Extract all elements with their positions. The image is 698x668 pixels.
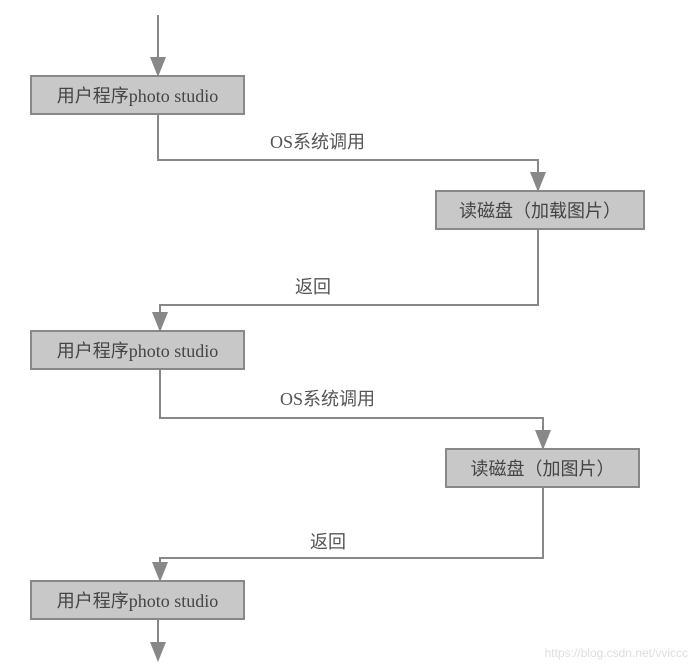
edge-label: 返回	[295, 273, 331, 299]
flowchart-node: 用户程序photo studio	[30, 75, 245, 115]
node-label: 读磁盘（加载图片）	[459, 197, 621, 223]
watermark-label: https://blog.csdn.net/vviccc	[545, 646, 688, 660]
flowchart-node: 读磁盘（加载图片）	[435, 190, 645, 230]
node-label: 用户程序photo studio	[57, 82, 219, 108]
edge-arrow	[160, 230, 538, 330]
watermark-text: https://blog.csdn.net/vviccc	[545, 646, 688, 660]
edge-label: OS系统调用	[270, 128, 365, 154]
node-label: 用户程序photo studio	[57, 587, 219, 613]
edge-label-text: OS系统调用	[270, 132, 365, 152]
edge-label-text: 返回	[310, 532, 346, 552]
node-label: 用户程序photo studio	[57, 337, 219, 363]
flowchart-node: 读磁盘（加图片）	[445, 448, 640, 488]
edge-label-text: 返回	[295, 277, 331, 297]
edge-label-text: OS系统调用	[280, 389, 375, 409]
edge-arrow	[160, 488, 543, 580]
node-label: 读磁盘（加图片）	[471, 455, 615, 481]
edge-label: OS系统调用	[280, 385, 375, 411]
flowchart-node: 用户程序photo studio	[30, 580, 245, 620]
flowchart-node: 用户程序photo studio	[30, 330, 245, 370]
edge-label: 返回	[310, 528, 346, 554]
